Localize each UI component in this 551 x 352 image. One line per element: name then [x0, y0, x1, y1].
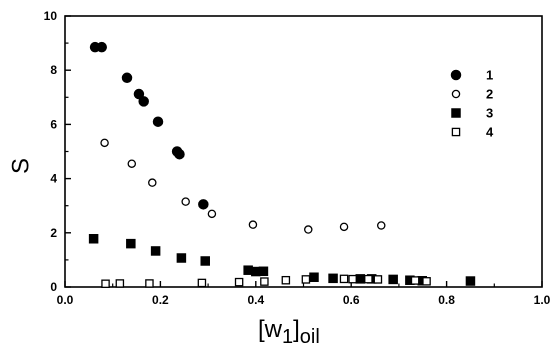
x-tick-label: 0.6 — [343, 293, 360, 307]
legend-label: 3 — [486, 106, 493, 121]
x-tick-label: 0.0 — [57, 293, 74, 307]
data-point — [138, 96, 149, 107]
axis-ticks: 0.0 0.2 0.4 0.6 0.8 1.0 0 2 4 6 8 10 — [44, 9, 551, 307]
data-point — [364, 274, 373, 284]
data-point — [258, 266, 269, 277]
data-point — [309, 272, 319, 282]
data-point — [148, 178, 157, 187]
data-point — [133, 88, 145, 100]
data-point — [410, 276, 420, 285]
data-point — [388, 274, 398, 285]
legend-marker — [450, 69, 462, 81]
data-point — [152, 116, 164, 127]
data-point — [121, 72, 133, 84]
x-tick-label: 1.0 — [534, 293, 551, 307]
data-point — [101, 279, 110, 288]
data-point — [88, 234, 99, 244]
legend-marker — [451, 89, 461, 99]
y-tick-label: 0 — [50, 280, 57, 294]
plot-frame — [64, 15, 543, 288]
legend-marker — [451, 108, 461, 118]
y-tick-label: 6 — [50, 117, 57, 131]
legend-label: 1 — [486, 68, 493, 83]
data-point — [100, 138, 109, 148]
legend-item-4: 4 — [451, 125, 494, 140]
data-point — [198, 199, 209, 210]
data-point — [127, 159, 137, 168]
data-point — [377, 221, 386, 230]
data-point — [373, 275, 383, 284]
data-point — [339, 274, 349, 284]
data-point — [348, 274, 357, 284]
data-point — [339, 222, 349, 232]
x-axis-label: [w1]oil — [258, 316, 320, 348]
data-point — [355, 274, 366, 284]
data-point — [181, 197, 190, 206]
data-point — [200, 256, 210, 266]
legend-label: 2 — [486, 87, 493, 102]
data-point — [207, 209, 217, 219]
x-tick-label: 0.4 — [247, 293, 264, 307]
y-tick-label: 10 — [44, 9, 58, 23]
data-points — [88, 41, 476, 288]
data-point — [251, 266, 261, 277]
data-point — [465, 276, 476, 286]
y-tick-label: 4 — [50, 172, 57, 186]
data-point — [328, 273, 338, 284]
data-point — [304, 225, 313, 234]
data-point — [260, 277, 269, 286]
legend-item-1: 1 — [450, 68, 493, 83]
series-3 — [88, 234, 476, 286]
x-tick-label: 0.8 — [438, 293, 455, 307]
series-1 — [89, 41, 209, 210]
y-axis-label: S — [7, 158, 34, 174]
data-point — [176, 253, 187, 263]
series-2 — [100, 138, 386, 234]
data-point — [150, 246, 161, 256]
data-point — [243, 265, 253, 275]
data-point — [115, 279, 125, 288]
data-point — [145, 279, 154, 288]
legend-marker — [451, 127, 461, 137]
data-point — [281, 275, 291, 285]
legend: 1 2 3 4 — [450, 68, 494, 140]
y-tick-label: 2 — [50, 226, 57, 240]
data-point — [174, 148, 185, 160]
data-point — [422, 277, 431, 286]
legend-item-3: 3 — [451, 106, 493, 121]
data-point — [301, 275, 311, 284]
data-point — [248, 220, 258, 229]
legend-label: 4 — [486, 125, 494, 140]
y-tick-label: 8 — [50, 63, 57, 77]
data-point — [234, 277, 244, 287]
data-point — [126, 238, 136, 249]
x-tick-label: 0.2 — [152, 293, 169, 307]
data-point — [96, 41, 107, 53]
data-point — [197, 278, 207, 288]
series-4 — [101, 274, 431, 288]
legend-item-2: 2 — [451, 87, 493, 102]
